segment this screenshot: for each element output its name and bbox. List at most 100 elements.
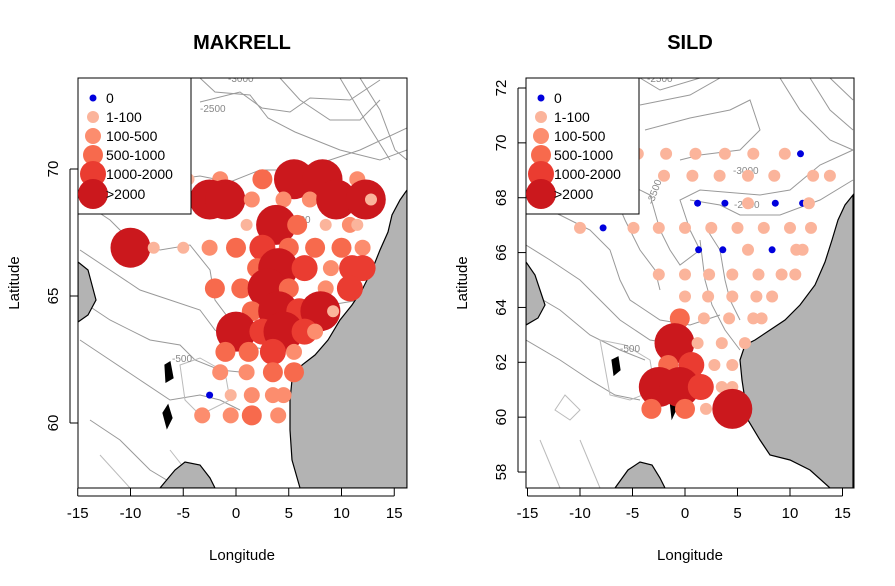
- data-point: [731, 221, 744, 234]
- x-tick-label: -10: [569, 505, 591, 522]
- data-point: [752, 268, 765, 281]
- x-axis-label: Longitude: [657, 547, 723, 564]
- y-tick-label: 58: [493, 464, 510, 481]
- x-tick-label: 15: [386, 505, 403, 522]
- data-point: [802, 197, 815, 210]
- data-point: [652, 221, 665, 234]
- legend-swatch: [537, 94, 545, 102]
- contour-label: -500: [172, 354, 192, 365]
- x-tick-label: 5: [285, 505, 293, 522]
- data-point: [206, 391, 214, 399]
- y-axis: 60 65 70: [45, 161, 78, 432]
- data-point: [658, 169, 670, 182]
- legend-label: 1000-2000: [554, 166, 621, 182]
- data-point: [807, 169, 820, 182]
- x-axis-label: Longitude: [209, 547, 275, 564]
- legend-swatch: [533, 128, 549, 144]
- data-point: [319, 218, 332, 231]
- data-point: [652, 268, 665, 281]
- data-point: [291, 255, 318, 282]
- data-point: [702, 290, 715, 303]
- data-point: [238, 341, 259, 362]
- x-tick-label: 10: [782, 505, 799, 522]
- y-tick-label: 60: [493, 409, 510, 426]
- data-point: [750, 290, 763, 303]
- scotland-landmass: [159, 461, 216, 488]
- land: [526, 193, 854, 488]
- y-tick-label: 60: [45, 415, 62, 432]
- legend-label: 0: [554, 90, 562, 106]
- data-point: [204, 278, 225, 299]
- data-point: [726, 268, 739, 281]
- data-point: [686, 169, 699, 182]
- data-point: [708, 359, 721, 371]
- data-point: [243, 387, 260, 404]
- data-point: [256, 204, 297, 245]
- data-point: [654, 323, 695, 364]
- legend-swatch: [526, 179, 556, 209]
- data-point: [201, 239, 218, 256]
- plot-frame: [77, 77, 408, 489]
- x-tick-label: -10: [120, 505, 142, 522]
- data-point: [322, 260, 339, 277]
- orkney-islands: [164, 361, 174, 384]
- legend-label: 1000-2000: [106, 166, 173, 182]
- y-tick-label: 66: [493, 244, 510, 261]
- data-point: [252, 169, 273, 190]
- data-point: [331, 237, 352, 258]
- data-point: [659, 367, 700, 407]
- data-point: [823, 169, 836, 182]
- scotland-landmass: [614, 461, 666, 488]
- data-point: [365, 193, 377, 206]
- x-tick-label: -5: [626, 505, 639, 522]
- data-point: [768, 169, 781, 182]
- data-point: [723, 312, 736, 325]
- legend-label: 1-100: [106, 109, 142, 125]
- data-point: [284, 362, 304, 383]
- data-point: [336, 275, 363, 302]
- data-point: [627, 221, 640, 234]
- data-point: [742, 169, 754, 182]
- norway-landmass: [289, 188, 407, 488]
- contour-label: -2500: [200, 104, 226, 115]
- data-point: [274, 159, 314, 200]
- x-tick-label: 15: [834, 505, 851, 522]
- data-point: [697, 312, 710, 325]
- data-point: [275, 387, 292, 404]
- faroe-iceland-coast: [78, 261, 97, 323]
- data-point: [742, 243, 754, 256]
- legend: 0 1-100 100-500 500-1000 1000-2000 >2000: [77, 77, 192, 215]
- legend-swatch: [535, 111, 547, 123]
- data-point: [695, 246, 703, 254]
- data-point: [215, 341, 236, 362]
- data-point: [755, 312, 768, 325]
- data-point: [679, 221, 691, 234]
- data-point: [231, 278, 252, 299]
- y-tick-label: 65: [45, 288, 62, 305]
- data-point: [713, 169, 726, 182]
- legend-swatch: [89, 94, 97, 102]
- y-axis-label: Latitude: [6, 256, 23, 309]
- x-axis: -15 -10 -5 0 5 10 15: [517, 488, 851, 522]
- x-tick-label: 0: [681, 505, 689, 522]
- data-point: [177, 241, 190, 254]
- y-tick-label: 62: [493, 354, 510, 371]
- data-point: [194, 407, 211, 424]
- data-point: [222, 407, 239, 424]
- data-point: [715, 381, 728, 393]
- data-point: [241, 405, 262, 426]
- data-point: [719, 246, 727, 254]
- shetland-islands: [162, 403, 173, 430]
- orkney-islands: [611, 356, 621, 377]
- contour-label: -500: [620, 344, 640, 355]
- legend-label: 500-1000: [554, 147, 613, 163]
- data-point: [778, 147, 791, 160]
- data-point: [262, 362, 283, 383]
- data-point: [675, 398, 695, 419]
- data-point: [679, 268, 691, 281]
- y-tick-label: 70: [493, 135, 510, 152]
- chart-title: MAKRELL: [193, 32, 291, 54]
- legend-label: 100-500: [554, 128, 606, 144]
- data-point: [705, 221, 718, 234]
